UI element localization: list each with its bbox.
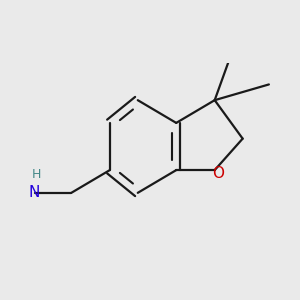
Text: O: O bbox=[212, 166, 224, 181]
Text: N: N bbox=[29, 185, 40, 200]
Text: H: H bbox=[32, 168, 41, 181]
